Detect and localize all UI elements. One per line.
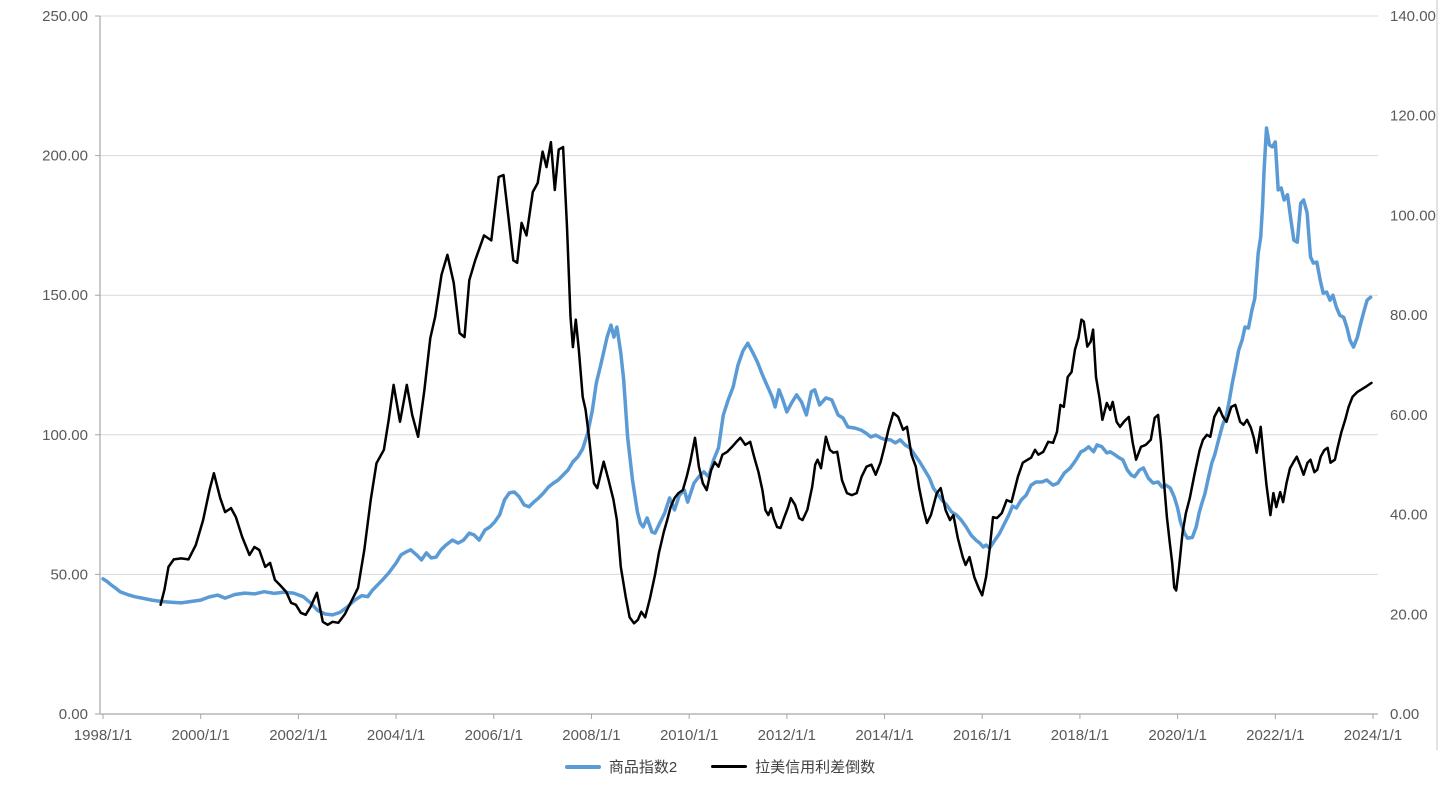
right-axis-tick-label: 20.00 — [1390, 606, 1428, 623]
x-axis-tick-label: 2002/1/1 — [269, 727, 327, 744]
x-axis-tick-label: 2008/1/1 — [562, 727, 620, 744]
right-axis-tick-label: 100.00 — [1390, 207, 1436, 224]
left-axis-tick-label: 50.00 — [50, 566, 88, 583]
left-axis-tick-label: 200.00 — [42, 148, 88, 165]
x-axis-tick-label: 2022/1/1 — [1246, 727, 1304, 744]
x-axis-tick-label: 2010/1/1 — [660, 727, 718, 744]
right-axis-tick-label: 140.00 — [1390, 8, 1436, 25]
right-axis-tick-label: 40.00 — [1390, 507, 1428, 524]
right-axis-tick-label: 0.00 — [1390, 706, 1419, 723]
left-axis-tick-label: 250.00 — [42, 8, 88, 25]
legend: 商品指数2 拉美信用利差倒数 — [0, 756, 1440, 777]
x-axis-tick-label: 2012/1/1 — [758, 727, 816, 744]
series-line-commodity-index — [101, 126, 1373, 617]
right-axis-tick-label: 120.00 — [1390, 108, 1436, 125]
x-axis-tick-label: 2006/1/1 — [465, 727, 523, 744]
x-axis-tick-label: 2016/1/1 — [953, 727, 1011, 744]
left-axis-tick-label: 0.00 — [59, 706, 88, 723]
x-axis-tick-label: 2004/1/1 — [367, 727, 425, 744]
x-axis-tick-label: 2018/1/1 — [1051, 727, 1109, 744]
left-axis-tick-label: 150.00 — [42, 287, 88, 304]
x-axis-tick-label: 2000/1/1 — [171, 727, 229, 744]
x-axis-tick-label: 2024/1/1 — [1344, 727, 1402, 744]
x-axis-tick-label: 1998/1/1 — [74, 727, 132, 744]
x-axis-tick-label: 2020/1/1 — [1148, 727, 1206, 744]
legend-item-latam-credit-spread-inverse: 拉美信用利差倒数 — [711, 756, 875, 777]
legend-label-latam-credit-spread-inverse: 拉美信用利差倒数 — [755, 759, 876, 776]
left-axis-tick-label: 100.00 — [42, 427, 88, 444]
series-line-latam-credit-spread-inverse — [159, 140, 1373, 627]
legend-swatch-blue-line-icon — [564, 764, 601, 769]
legend-label-commodity-index: 商品指数2 — [608, 759, 678, 776]
right-axis-tick-label: 80.00 — [1390, 307, 1428, 324]
legend-swatch-black-line-icon — [711, 765, 748, 768]
legend-item-commodity-index: 商品指数2 — [564, 756, 678, 777]
x-axis-tick-label: 2014/1/1 — [855, 727, 913, 744]
right-axis-tick-label: 60.00 — [1390, 407, 1428, 424]
chart-canvas: 0.00 50.00 100.00 150.00 200.00 250.00 0.00 20.… — [42, 0, 1438, 750]
